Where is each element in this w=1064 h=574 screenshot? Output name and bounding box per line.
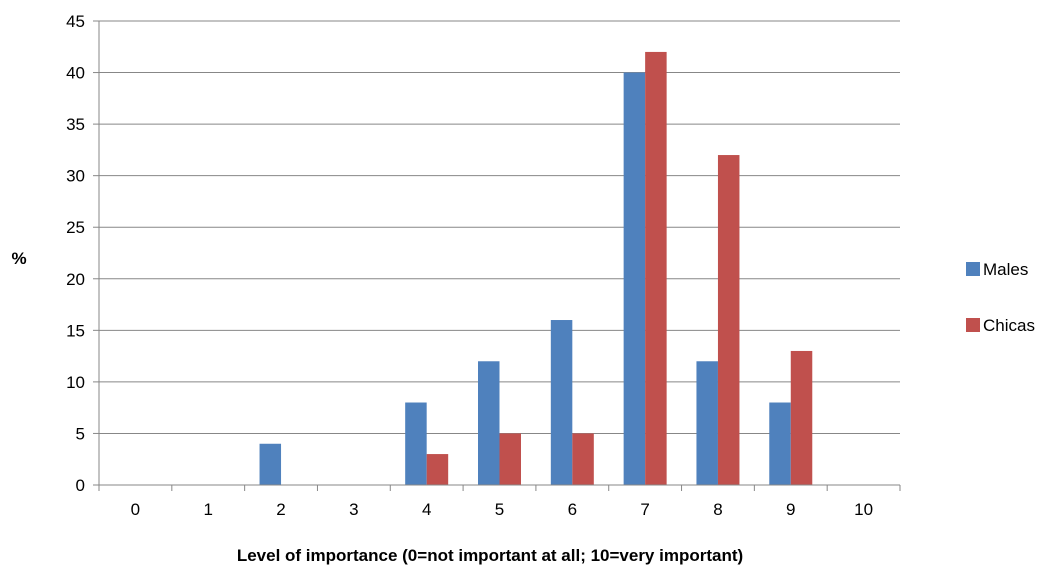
legend: Males Chicas xyxy=(966,260,1035,335)
y-tick-label: 0 xyxy=(76,476,85,495)
legend-swatch-chicas xyxy=(966,318,980,332)
x-tick-label: 3 xyxy=(349,500,358,519)
x-tick-label: 9 xyxy=(786,500,795,519)
y-tick-label: 15 xyxy=(66,321,85,340)
legend-swatch-males xyxy=(966,262,980,276)
x-tick-label: 7 xyxy=(640,500,649,519)
bar-males xyxy=(478,361,500,485)
bar-males xyxy=(623,72,646,486)
bar-chicas xyxy=(426,454,449,485)
x-tick-label: 10 xyxy=(854,500,873,519)
y-tick-label: 35 xyxy=(66,115,85,134)
y-tick-label: 5 xyxy=(76,424,85,443)
legend-label-chicas: Chicas xyxy=(983,316,1035,335)
bar-males xyxy=(405,402,427,485)
bars xyxy=(259,51,813,486)
y-tick-label: 40 xyxy=(66,64,85,83)
legend-label-males: Males xyxy=(983,260,1028,279)
x-tick-label: 6 xyxy=(568,500,577,519)
y-tick-label: 20 xyxy=(66,270,85,289)
x-tick-label: 5 xyxy=(495,500,504,519)
bar-males xyxy=(550,320,573,485)
gridlines xyxy=(99,20,900,434)
x-tick-label: 4 xyxy=(422,500,431,519)
axes xyxy=(93,20,901,491)
y-tick-label: 45 xyxy=(66,12,85,31)
bar-chicas xyxy=(790,350,813,485)
bar-chicas xyxy=(717,155,740,486)
x-tick-label: 0 xyxy=(131,500,140,519)
bar-males xyxy=(259,443,282,485)
x-tick-label: 2 xyxy=(276,500,285,519)
bar-chicas xyxy=(499,433,521,485)
x-tick-label: 8 xyxy=(713,500,722,519)
x-tick-label: 1 xyxy=(203,500,212,519)
y-tick-label: 25 xyxy=(66,218,85,237)
bar-males xyxy=(769,402,791,485)
y-tick-label: 10 xyxy=(66,373,85,392)
bar-chicas xyxy=(572,433,594,485)
y-tick-label: 30 xyxy=(66,167,85,186)
x-axis-title: Level of importance (0=not important at … xyxy=(237,546,743,565)
bar-chicas xyxy=(645,51,667,485)
bar-males xyxy=(696,361,718,485)
y-axis-title: % xyxy=(11,249,26,268)
